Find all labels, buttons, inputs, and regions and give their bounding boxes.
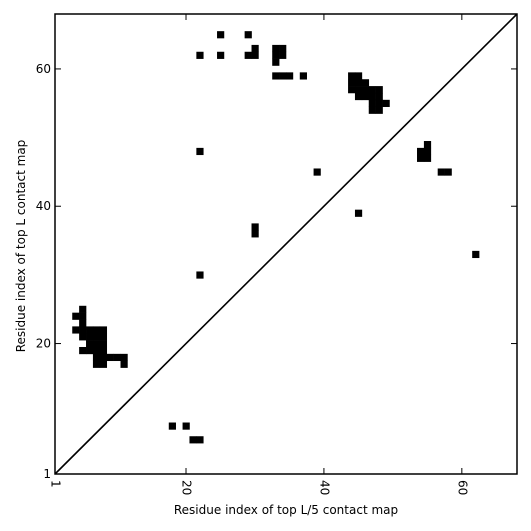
contact-cell	[99, 340, 108, 348]
diagonal-line	[54, 13, 518, 475]
contact-cell	[348, 72, 356, 80]
contact-cell	[251, 230, 259, 238]
contact-cell	[354, 92, 363, 101]
contact-cell	[92, 353, 101, 362]
contact-cell	[354, 209, 363, 217]
contact-cell	[120, 360, 128, 368]
contact-cell	[437, 168, 445, 176]
contact-cell	[99, 353, 108, 362]
x-tick-label: 1	[49, 480, 63, 488]
contact-cell	[86, 340, 94, 348]
contact-cell	[348, 79, 356, 87]
contact-cell	[375, 106, 383, 114]
contact-cell	[423, 154, 432, 162]
contact-cell	[375, 86, 383, 94]
contact-cell	[196, 147, 204, 156]
y-axis-label: Residue index of top L contact map	[14, 140, 28, 353]
contact-cell	[79, 319, 87, 327]
contact-cell	[272, 72, 280, 80]
contact-cell	[348, 86, 356, 94]
contact-cell	[168, 422, 176, 430]
contact-cell	[217, 51, 225, 59]
contact-cell	[72, 312, 80, 320]
contact-cell	[79, 312, 87, 320]
contact-cell	[354, 86, 363, 94]
contact-cell	[361, 79, 370, 87]
contact-cell	[106, 353, 114, 362]
contact-cell	[251, 51, 259, 59]
contact-cell	[196, 436, 204, 444]
contact-cell	[92, 360, 101, 368]
y-tick-label: 20	[36, 337, 51, 351]
contact-cell	[368, 106, 376, 114]
contact-cell	[86, 326, 94, 334]
contact-cell	[99, 326, 108, 334]
contact-cell	[99, 346, 108, 355]
contact-cell	[99, 333, 108, 341]
contact-cell	[79, 326, 87, 334]
contact-cell	[113, 353, 121, 362]
axis-ticks: 1 20 40 60 1 20 40 60	[36, 14, 517, 495]
y-tick-label: 1	[43, 467, 51, 481]
contact-cell	[272, 58, 280, 66]
y-tick-label: 60	[36, 62, 51, 76]
contact-cell	[361, 92, 370, 101]
contact-cell	[382, 99, 390, 107]
contact-cell	[354, 72, 363, 80]
contact-cell	[92, 326, 101, 334]
contact-cell	[286, 72, 294, 80]
contact-cell	[182, 422, 190, 430]
x-tick-label: 40	[317, 480, 331, 495]
contact-cell	[189, 436, 197, 444]
contact-cell	[444, 168, 452, 176]
contact-cell	[92, 340, 101, 348]
x-tick-label: 60	[455, 480, 469, 495]
y-tick-label: 40	[36, 199, 51, 213]
contact-cell	[417, 147, 425, 156]
contact-cell	[79, 346, 87, 355]
contact-cell	[279, 44, 287, 53]
contact-cell	[417, 154, 425, 162]
contact-cell	[313, 168, 321, 176]
contact-cell	[196, 271, 204, 279]
contact-cell	[361, 86, 370, 94]
contact-cell	[244, 51, 252, 59]
contact-cell	[120, 353, 128, 362]
contact-cell	[423, 147, 432, 156]
contact-cell	[72, 326, 80, 334]
contact-cells	[72, 31, 480, 444]
contact-cell	[272, 44, 280, 53]
contact-cell	[79, 333, 87, 341]
contact-cell	[368, 86, 376, 94]
contact-cell	[375, 99, 383, 107]
contact-cell	[272, 51, 280, 59]
contact-cell	[472, 250, 480, 259]
plot-frame	[54, 13, 518, 475]
contact-cell	[99, 360, 108, 368]
contact-cell	[423, 141, 432, 149]
contact-cell	[251, 223, 259, 231]
x-tick-label: 20	[180, 480, 194, 495]
contact-cell	[368, 92, 376, 101]
contact-cell	[92, 346, 101, 355]
contact-cell	[279, 72, 287, 80]
x-axis-label: Residue index of top L/5 contact map	[174, 503, 398, 517]
contact-cell	[244, 31, 252, 39]
contact-cell	[279, 51, 287, 59]
contact-cell	[299, 72, 307, 80]
contact-cell	[86, 333, 94, 341]
contact-cell	[251, 44, 259, 53]
contact-cell	[79, 305, 87, 313]
contact-cell	[354, 79, 363, 87]
contact-cell	[375, 92, 383, 101]
contact-cell	[196, 51, 204, 59]
contact-cell	[86, 346, 94, 355]
contact-cell	[217, 31, 225, 39]
contact-cell	[368, 99, 376, 107]
contact-cell	[92, 333, 101, 341]
